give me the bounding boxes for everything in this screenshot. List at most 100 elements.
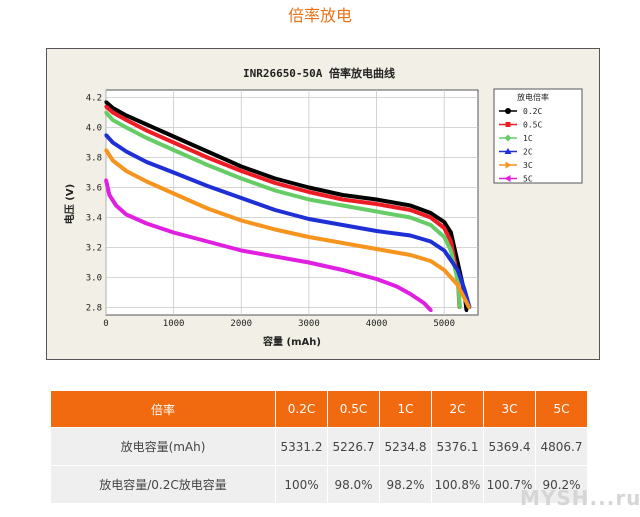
data-point bbox=[429, 308, 433, 313]
legend: 放电倍率 0.2C 0.5C 1C 2C 3C 5C bbox=[493, 88, 583, 184]
table-cell: 100.7% bbox=[483, 465, 536, 504]
legend-marker-triangle-left bbox=[504, 175, 511, 182]
legend-item: 0.5C bbox=[499, 121, 542, 130]
x-axis-label: 容量 (mAh) bbox=[262, 335, 321, 348]
data-point bbox=[449, 248, 453, 253]
data-point bbox=[205, 155, 210, 160]
data-point bbox=[239, 196, 243, 200]
plot-area bbox=[105, 89, 479, 316]
data-point bbox=[462, 287, 467, 292]
data-point bbox=[442, 226, 446, 230]
data-point bbox=[408, 215, 412, 220]
data-point bbox=[374, 209, 379, 214]
data-point bbox=[205, 184, 210, 188]
legend-label: 0.5C bbox=[523, 121, 542, 130]
header-cell-rate: 倍率 bbox=[50, 390, 276, 428]
data-point bbox=[341, 203, 345, 208]
data-point bbox=[144, 160, 149, 164]
data-point bbox=[124, 125, 128, 130]
data-point bbox=[341, 223, 345, 227]
x-tick-label: 5000 bbox=[433, 319, 455, 329]
data-point bbox=[341, 197, 345, 202]
data-point bbox=[144, 136, 149, 140]
data-point bbox=[307, 217, 311, 221]
data-point bbox=[124, 149, 128, 154]
data-point bbox=[442, 235, 446, 239]
x-tick-label: 4000 bbox=[366, 319, 388, 329]
legend-item: 5C bbox=[499, 175, 533, 184]
series-line bbox=[104, 100, 469, 311]
legend-label: 1C bbox=[523, 134, 533, 143]
legend-title: 放电倍率 bbox=[517, 92, 549, 102]
data-point bbox=[111, 118, 115, 122]
series-2C bbox=[104, 133, 472, 310]
table-row: 放电容量(mAh) 5331.2 5226.7 5234.8 5376.1 53… bbox=[50, 427, 588, 466]
x-tick-label: 1000 bbox=[163, 319, 185, 329]
data-point bbox=[307, 197, 311, 202]
data-point bbox=[307, 190, 311, 194]
table-cell: 4806.7 bbox=[535, 427, 588, 466]
data-point bbox=[408, 292, 412, 296]
data-point bbox=[239, 164, 243, 169]
table-cell: 98.2% bbox=[379, 465, 432, 504]
header-cell-1c: 1C bbox=[379, 390, 432, 428]
data-point bbox=[374, 247, 379, 251]
data-point bbox=[442, 248, 446, 253]
data-point bbox=[205, 149, 210, 154]
table-cell: 100% bbox=[275, 465, 328, 504]
data-point bbox=[273, 254, 277, 259]
data-point bbox=[408, 203, 412, 208]
data-point bbox=[104, 100, 108, 104]
series-5C bbox=[104, 178, 433, 313]
data-point bbox=[374, 197, 379, 202]
legend-marker-triangle-right bbox=[505, 161, 512, 169]
data-point bbox=[205, 206, 210, 211]
table-cell: 5376.1 bbox=[431, 427, 484, 466]
data-point bbox=[144, 122, 149, 127]
legend-marker-circle bbox=[505, 108, 511, 114]
legend-label: 3C bbox=[523, 161, 533, 170]
data-point bbox=[144, 221, 149, 226]
legend-item: 1C bbox=[499, 134, 533, 143]
table-cell: 5234.8 bbox=[379, 427, 432, 466]
table-cell: 5226.7 bbox=[327, 427, 380, 466]
data-point bbox=[449, 230, 453, 235]
data-point bbox=[111, 110, 115, 115]
data-point bbox=[374, 277, 379, 281]
data-point bbox=[449, 239, 453, 244]
data-point bbox=[144, 179, 149, 184]
data-point bbox=[408, 233, 412, 238]
data-point bbox=[442, 268, 446, 272]
row-label: 放电容量(mAh) bbox=[50, 427, 276, 466]
data-point bbox=[408, 208, 412, 212]
data-point bbox=[462, 296, 467, 301]
header-cell-5c: 5C bbox=[535, 390, 588, 428]
data-point bbox=[429, 215, 433, 220]
data-point bbox=[458, 305, 462, 310]
y-axis-label: 电压 (V) bbox=[63, 184, 76, 224]
data-point bbox=[307, 235, 311, 239]
data-point bbox=[111, 158, 115, 163]
table-row: 放电容量/0.2C放电容量 100% 98.0% 98.2% 100.8% 10… bbox=[50, 465, 588, 504]
data-point bbox=[104, 148, 108, 152]
discharge-chart: INR26650-50A 倍率放电曲线 容量 (mAh) 电压 (V) 0 100… bbox=[63, 66, 583, 348]
data-point bbox=[111, 140, 115, 145]
table-cell: 100.8% bbox=[431, 465, 484, 504]
data-point bbox=[442, 220, 446, 224]
data-point bbox=[429, 239, 433, 244]
series-3C bbox=[104, 148, 471, 310]
data-point bbox=[395, 284, 399, 289]
legend-marker-square bbox=[505, 122, 511, 127]
data-point bbox=[341, 268, 345, 272]
legend-marker-triangle-up bbox=[504, 148, 512, 154]
data-point bbox=[408, 253, 412, 257]
legend-label: 0.2C bbox=[523, 107, 542, 116]
data-point bbox=[456, 268, 460, 272]
data-point bbox=[104, 104, 108, 109]
data-point bbox=[172, 170, 176, 175]
table-cell: 5369.4 bbox=[483, 427, 536, 466]
data-point bbox=[273, 208, 277, 212]
data-point bbox=[104, 133, 108, 137]
data-point bbox=[467, 305, 471, 310]
legend-label: 2C bbox=[523, 148, 533, 157]
